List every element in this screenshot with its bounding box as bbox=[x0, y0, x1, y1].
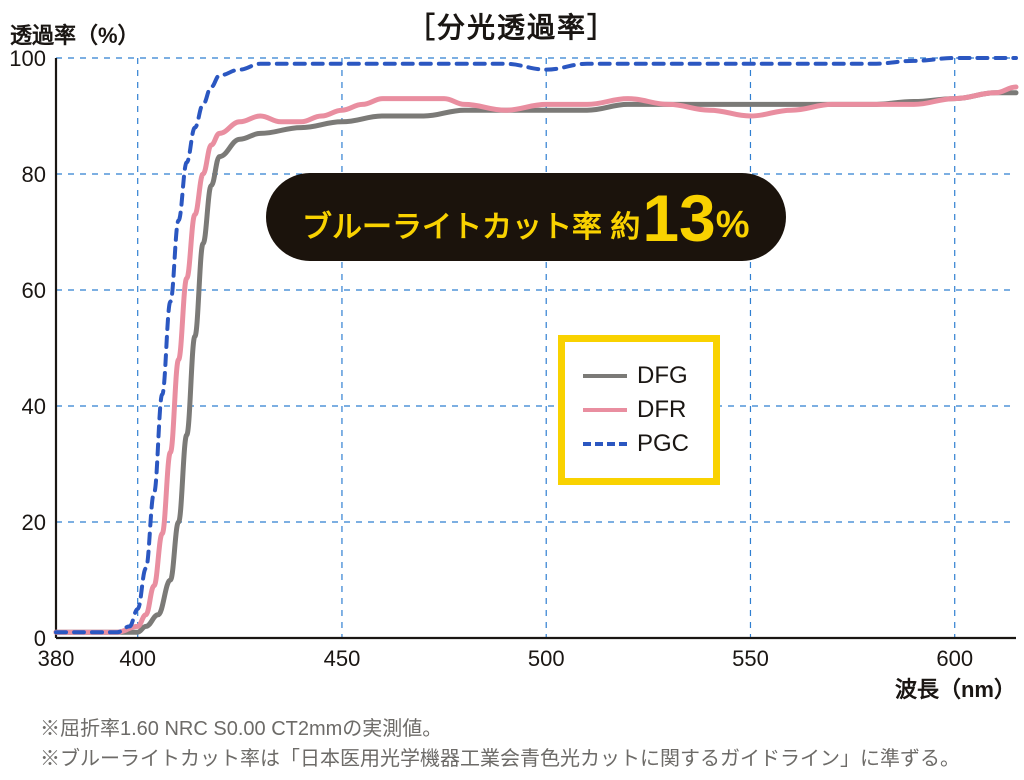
badge-bignum: 13 bbox=[642, 185, 715, 251]
svg-text:600: 600 bbox=[936, 646, 973, 671]
badge-suffix: % bbox=[716, 204, 750, 247]
legend: DFG DFR PGC bbox=[558, 335, 720, 485]
footnote-line: ※ブルーライトカット率は「日本医用光学機器工業会青色光カットに関するガイドライン… bbox=[40, 742, 960, 771]
svg-text:400: 400 bbox=[119, 646, 156, 671]
y-axis-title: 透過率（%） bbox=[10, 18, 140, 50]
svg-text:500: 500 bbox=[528, 646, 565, 671]
legend-label: DFG bbox=[637, 362, 688, 390]
badge-prefix: ブルーライトカット率 約 bbox=[302, 202, 640, 246]
legend-label: DFR bbox=[637, 396, 686, 424]
legend-item-PGC: PGC bbox=[583, 430, 689, 458]
svg-text:60: 60 bbox=[22, 278, 46, 303]
legend-swatch bbox=[583, 442, 627, 446]
chart-container: ［分光透過率］ 透過率（%） 0204060801003804004505005… bbox=[0, 0, 1024, 780]
legend-swatch bbox=[583, 408, 627, 412]
svg-text:80: 80 bbox=[22, 162, 46, 187]
x-axis-title: 波長（nm） bbox=[895, 672, 1016, 704]
highlight-badge: ブルーライトカット率 約 13 % bbox=[266, 173, 786, 261]
legend-swatch bbox=[583, 374, 627, 378]
chart-title: ［分光透過率］ bbox=[0, 6, 1024, 46]
svg-text:20: 20 bbox=[22, 510, 46, 535]
legend-item-DFG: DFG bbox=[583, 362, 689, 390]
footnote-line: ※屈折率1.60 NRC S0.00 CT2mmの実測値。 bbox=[40, 712, 442, 741]
svg-text:450: 450 bbox=[324, 646, 361, 671]
series-DFR bbox=[56, 87, 1016, 632]
legend-item-DFR: DFR bbox=[583, 396, 689, 424]
svg-text:380: 380 bbox=[38, 646, 75, 671]
svg-text:550: 550 bbox=[732, 646, 769, 671]
svg-text:40: 40 bbox=[22, 394, 46, 419]
legend-label: PGC bbox=[637, 430, 689, 458]
chart-plot: 020406080100380400450500550600 bbox=[0, 0, 1024, 700]
series-PGC bbox=[56, 58, 1016, 632]
